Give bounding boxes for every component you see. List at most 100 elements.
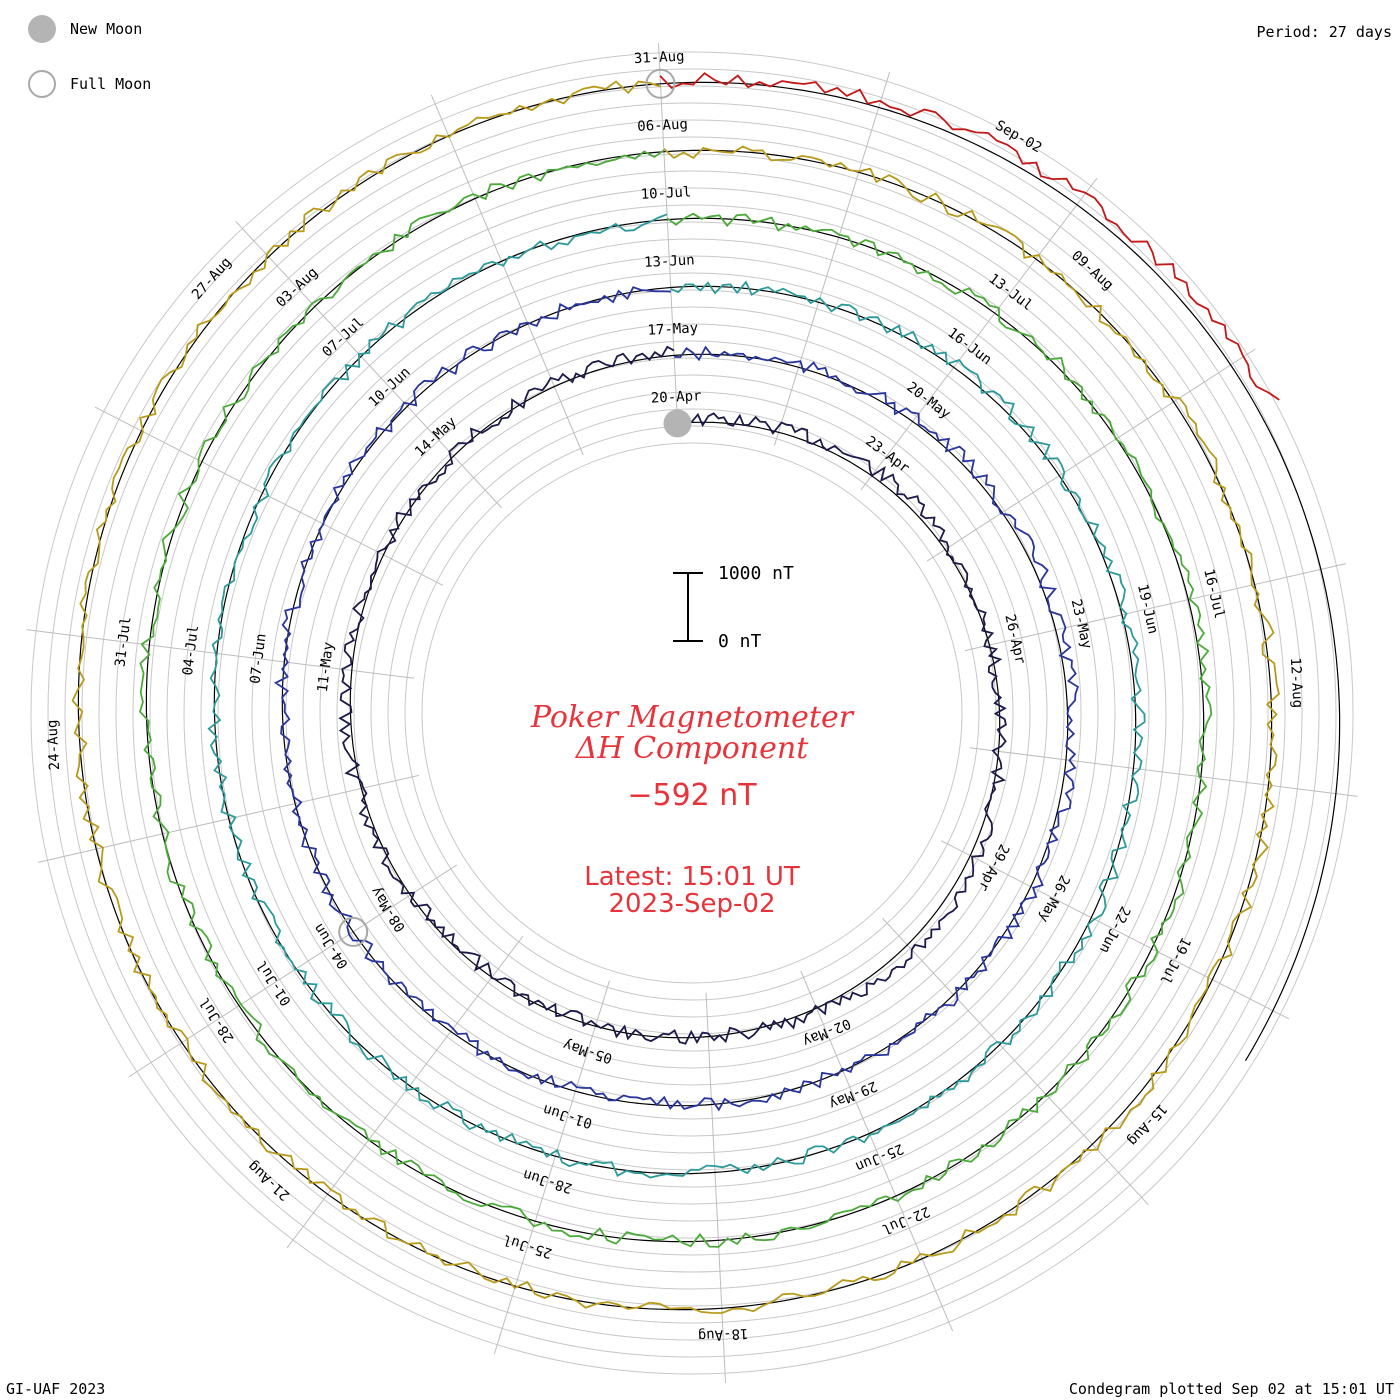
latest-time: Latest: 15:01 UT (584, 862, 800, 892)
new-moon-marker (663, 409, 692, 438)
latest-date: 2023-Sep-02 (608, 889, 775, 919)
grid-ring (421, 442, 963, 984)
legend-new-moon-label: New Moon (70, 20, 143, 38)
grid-ring (404, 425, 980, 1001)
spoke-line (26, 629, 415, 679)
credit-label: GI-UAF 2023 (6, 1380, 106, 1398)
series-trace (338, 345, 1007, 1045)
chart-title-line1: Poker Magnetometer (530, 700, 855, 735)
date-tick-label: 26-Apr (1001, 613, 1028, 666)
date-tick-label: 10-Jul (640, 184, 691, 203)
date-tick-label: 24-Aug (45, 719, 64, 770)
grid-ring (319, 340, 1065, 1086)
date-tick-label: 18-Aug (697, 1325, 748, 1344)
spoke-line (940, 840, 1290, 1020)
data-traces (71, 72, 1280, 1314)
grid-ring (115, 136, 1269, 1290)
grid-ring (217, 238, 1167, 1188)
date-tick-label: 23-May (1068, 598, 1095, 651)
series-trace (207, 213, 1146, 1179)
series-trace (138, 149, 1213, 1248)
date-tick-label: 17-May (647, 320, 698, 339)
date-tick-label: 29-May (827, 1077, 880, 1111)
date-tick-label: 14-May (412, 414, 460, 460)
series-trace (71, 80, 1280, 1314)
grid-ring (353, 374, 1031, 1052)
spoke-line (882, 917, 1149, 1206)
legend-full-moon: Full Moon (28, 70, 151, 98)
date-tick-label: 06-Aug (637, 116, 688, 135)
chart-title-block: Poker Magnetometer ΔH Component −592 nT … (530, 700, 855, 919)
date-tick-label: 19-Jun (1134, 583, 1161, 636)
date-tick-label: 22-Jul (879, 1203, 932, 1237)
date-tick-label: 31-Aug (634, 49, 685, 68)
spoke-line (128, 864, 458, 1078)
moon-markers (338, 68, 692, 947)
date-tick-label: 25-Jun (853, 1140, 906, 1174)
new-moon-icon (28, 15, 56, 43)
spoke-line (969, 747, 1358, 797)
series-trace (659, 72, 1280, 401)
scale-bar-top-label: 1000 nT (718, 563, 794, 584)
date-tick-label: 04-Jul (180, 624, 202, 676)
date-tick-label: Sep-02 (992, 118, 1044, 157)
date-tick-label: 09-Aug (1068, 248, 1116, 294)
legend-full-moon-label: Full Moon (70, 75, 152, 93)
spoke-line (705, 992, 727, 1383)
grid-ring (166, 187, 1218, 1239)
grid-ring (132, 153, 1252, 1273)
spoke-line (964, 563, 1347, 652)
date-tick-label: 20-May (903, 379, 953, 422)
date-tick-label: 19-Jul (1156, 934, 1193, 986)
spoke-line (774, 71, 891, 446)
plotted-label: Condegram plotted Sep 02 at 15:01 UT (1068, 1380, 1394, 1398)
date-tick-label: 27-Aug (189, 254, 235, 302)
grid-ring (183, 204, 1201, 1222)
grid-ring (336, 357, 1048, 1069)
grid-ring (98, 119, 1286, 1307)
date-tick-label: 07-Jun (247, 633, 269, 685)
date-tick-label: 04-Jun (311, 920, 352, 971)
grid-ring (47, 68, 1337, 1358)
date-tick-label: 29-Apr (975, 841, 1012, 893)
grid-ring (200, 221, 1184, 1205)
spoke-line (926, 348, 1256, 562)
radial-spokes (26, 43, 1358, 1383)
date-labels: 20-Apr23-Apr26-Apr29-Apr02-May05-May08-M… (45, 49, 1306, 1344)
grid-ring (268, 289, 1116, 1137)
full-moon-marker (338, 916, 369, 947)
spoke-line (493, 980, 610, 1355)
date-tick-label: 13-Jun (644, 252, 695, 271)
series-trace (273, 286, 1079, 1112)
date-tick-label: 01-Jul (254, 957, 295, 1008)
grid-ring (251, 272, 1133, 1154)
spoke-line (430, 94, 584, 456)
spoke-line (657, 43, 679, 434)
date-tick-label: 20-Apr (651, 388, 702, 407)
date-tick-label: 05-May (561, 1036, 614, 1066)
date-tick-label: 22-Jun (1096, 903, 1133, 955)
chart-title-line2: ΔH Component (575, 731, 809, 766)
grid-ring (302, 323, 1082, 1103)
date-tick-label: 16-Jul (1200, 567, 1227, 620)
grid-ring (149, 170, 1235, 1256)
date-tick-label: 03-Aug (273, 264, 321, 310)
full-moon-icon (28, 70, 56, 98)
legend-new-moon: New Moon (28, 15, 142, 43)
spoke-line (860, 177, 1098, 491)
full-moon-marker (645, 68, 676, 99)
current-value: −592 nT (627, 778, 757, 813)
date-tick-label: 31-Jul (112, 616, 134, 668)
date-tick-label: 21-Aug (245, 1158, 293, 1204)
scale-bar-bottom-label: 0 nT (718, 631, 762, 652)
grid-ring (30, 51, 1354, 1375)
date-tick-label: 13-Jul (986, 271, 1036, 314)
date-tick-label: 12-Aug (1287, 657, 1306, 708)
spoke-line (235, 220, 502, 509)
date-tick-label: 11-May (315, 641, 337, 693)
period-label: Period: 27 days (1256, 23, 1392, 41)
grid-ring (64, 85, 1320, 1341)
date-tick-label: 15-Aug (1124, 1100, 1170, 1148)
scale-bar: 1000 nT 0 nT (673, 563, 794, 652)
